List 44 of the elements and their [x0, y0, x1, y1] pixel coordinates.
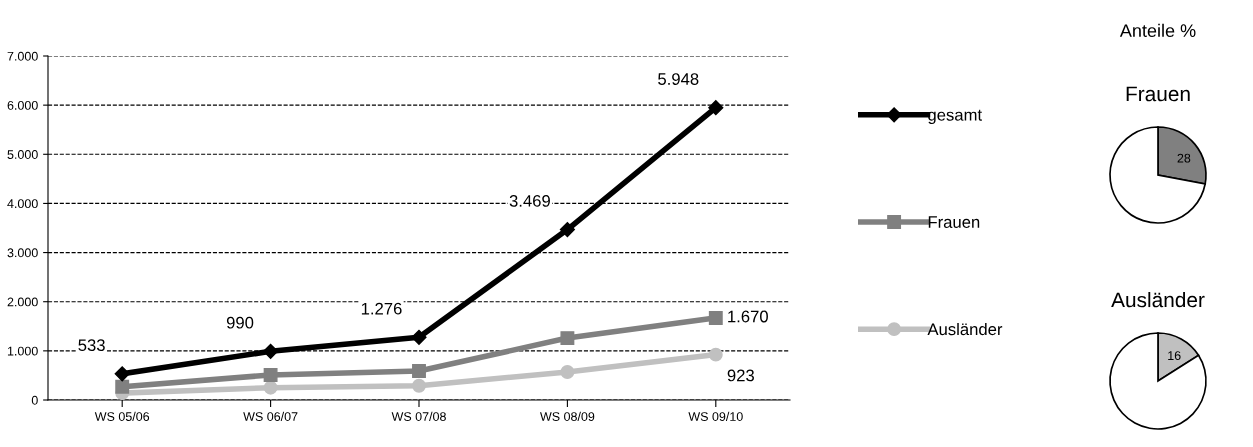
data-label: 1.670: [728, 310, 768, 323]
point: [560, 331, 575, 346]
x-tick-label: WS 08/09: [540, 411, 595, 421]
pie-slice: [1109, 332, 1207, 430]
y-tick-label: 1.000: [7, 346, 38, 356]
legend-label: gesamt: [928, 109, 982, 125]
point: [708, 100, 724, 116]
point: [263, 367, 278, 382]
chart-subtitle: Ausländer: [1111, 291, 1205, 308]
chart-title: Anteile %: [1119, 23, 1196, 38]
point: [411, 329, 427, 345]
x-tick-label: WS 07/08: [391, 411, 446, 421]
y-tick-label: 5.000: [7, 150, 38, 159]
data-label: 533: [78, 339, 105, 352]
y-tick-label: 2.000: [7, 297, 38, 307]
point: [708, 310, 723, 325]
data-label: 16: [1168, 351, 1181, 361]
data-label: 1.276: [361, 302, 402, 315]
y-tick-label: 3.000: [7, 248, 38, 258]
data-label: 3.469: [509, 194, 550, 207]
chart-subtitle: Frauen: [1126, 86, 1190, 102]
point: [115, 379, 130, 394]
x-tick-label: WS 05/06: [94, 411, 150, 421]
point: [708, 347, 723, 362]
y-tick-label: 0: [31, 395, 38, 405]
data-label: 923: [727, 369, 754, 382]
legend-label: Ausländer: [927, 322, 1003, 336]
point: [412, 378, 426, 393]
pie-slice: [1109, 126, 1206, 224]
point: [559, 221, 575, 238]
point: [263, 343, 279, 359]
y-tick-label: 6.000: [7, 100, 38, 110]
data-label: 990: [226, 316, 254, 329]
data-label: 28: [1177, 153, 1191, 163]
x-tick-label: WS 06/07: [243, 411, 298, 421]
x-tick-label: WS 09/10: [688, 411, 743, 421]
y-tick-label: 4.000: [7, 199, 38, 209]
point: [114, 366, 130, 382]
point: [263, 380, 278, 395]
legend-label: Frauen: [928, 216, 980, 228]
data-label: 5.948: [658, 73, 699, 85]
y-tick-label: 7.000: [7, 51, 38, 61]
point: [560, 365, 575, 379]
point: [412, 364, 426, 378]
